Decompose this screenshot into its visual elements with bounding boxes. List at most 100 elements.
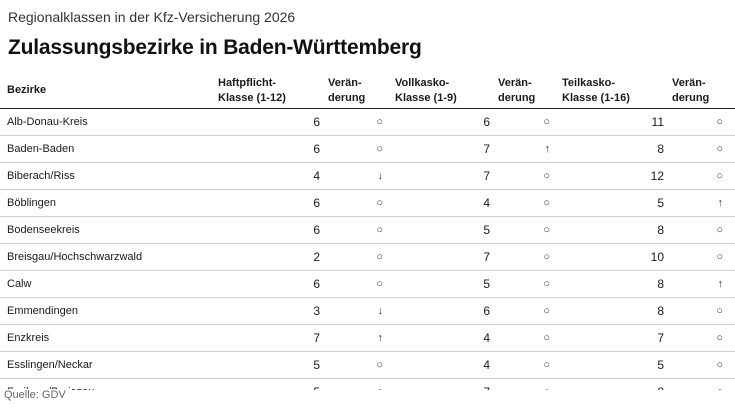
haftpflicht-cell: 6 — [218, 216, 328, 244]
bezirk-cell: Emmendingen — [0, 297, 218, 325]
change-cell: ↓ — [328, 297, 395, 325]
change-cell: ○ — [672, 108, 735, 136]
table-row: Bodenseekreis 6 ○ 5 ○ 8 ○ — [0, 216, 735, 244]
change-cell: ○ — [328, 378, 395, 390]
change-cell: ○ — [672, 216, 735, 244]
bezirk-cell: Esslingen/Neckar — [0, 351, 218, 379]
change-cell: ○ — [498, 243, 562, 271]
haftpflicht-cell: 6 — [218, 108, 328, 136]
teilkasko-cell: 7 — [562, 324, 672, 352]
change-cell: ○ — [498, 270, 562, 298]
table-row: Calw 6 ○ 5 ○ 8 ↑ — [0, 270, 735, 298]
table-row: Biberach/Riss 4 ↓ 7 ○ 12 ○ — [0, 162, 735, 190]
change-cell: ○ — [498, 216, 562, 244]
teilkasko-cell: 5 — [562, 189, 672, 217]
column-header-bezirke: Bezirke — [0, 72, 218, 109]
change-cell: ○ — [328, 108, 395, 136]
column-header-veraenderung-haftpflicht: Verän- derung — [328, 72, 395, 109]
vollkasko-cell: 4 — [395, 324, 498, 352]
bezirk-cell: Freiburg/Breisgau — [0, 378, 218, 390]
column-header-vollkasko: Vollkasko- Klasse (1-9) — [395, 72, 498, 109]
change-cell: ○ — [328, 189, 395, 217]
vollkasko-cell: 5 — [395, 216, 498, 244]
column-header-veraenderung-vollkasko: Verän- derung — [498, 72, 562, 109]
bezirk-cell: Bodenseekreis — [0, 216, 218, 244]
vollkasko-cell: 7 — [395, 135, 498, 163]
change-cell: ○ — [328, 216, 395, 244]
teilkasko-cell: 10 — [562, 243, 672, 271]
change-cell: ○ — [498, 324, 562, 352]
source-note: Quelle: GDV — [4, 389, 72, 401]
change-cell: ↑ — [672, 270, 735, 298]
column-header-haftpflicht: Haftpflicht- Klasse (1-12) — [218, 72, 328, 109]
change-cell: ○ — [672, 243, 735, 271]
teilkasko-cell: 8 — [562, 216, 672, 244]
change-cell: ○ — [672, 378, 735, 390]
bezirk-cell: Breisgau/Hochschwarzwald — [0, 243, 218, 271]
bezirk-cell: Calw — [0, 270, 218, 298]
table-row: Emmendingen 3 ↓ 6 ○ 8 ○ — [0, 297, 735, 325]
kicker: Regionalklassen in der Kfz-Versicherung … — [8, 9, 296, 25]
vollkasko-cell: 5 — [395, 270, 498, 298]
teilkasko-cell: 8 — [562, 270, 672, 298]
bezirk-cell: Enzkreis — [0, 324, 218, 352]
vollkasko-cell: 7 — [395, 162, 498, 190]
page-title: Zulassungsbezirke in Baden-Württemberg — [8, 36, 422, 59]
data-table: Bezirke Haftpflicht- Klasse (1-12) Verän… — [0, 72, 735, 390]
table-row: Baden-Baden 6 ○ 7 ↑ 8 ○ — [0, 135, 735, 163]
vollkasko-cell: 6 — [395, 297, 498, 325]
change-cell: ○ — [672, 162, 735, 190]
bezirk-cell: Alb-Donau-Kreis — [0, 108, 218, 136]
teilkasko-cell: 8 — [562, 378, 672, 390]
teilkasko-cell: 8 — [562, 135, 672, 163]
table-body: Alb-Donau-Kreis 6 ○ 6 ○ 11 ○ Baden-Baden 6 ○ 7 ↑ 8 ○ B… — [0, 108, 735, 390]
haftpflicht-cell: 3 — [218, 297, 328, 325]
bezirk-cell: Biberach/Riss — [0, 162, 218, 190]
bezirk-cell: Baden-Baden — [0, 135, 218, 163]
change-cell: ○ — [672, 351, 735, 379]
column-header-veraenderung-teilkasko: Verän- derung — [672, 72, 735, 109]
haftpflicht-cell: 4 — [218, 162, 328, 190]
teilkasko-cell: 11 — [562, 108, 672, 136]
haftpflicht-cell: 6 — [218, 189, 328, 217]
column-header-teilkasko: Teilkasko- Klasse (1-16) — [562, 72, 672, 109]
haftpflicht-cell: 6 — [218, 135, 328, 163]
table-row: Esslingen/Neckar 5 ○ 4 ○ 5 ○ — [0, 351, 735, 379]
table-row: Freiburg/Breisgau5○7○8○ — [0, 378, 735, 390]
change-cell: ○ — [498, 297, 562, 325]
teilkasko-cell: 12 — [562, 162, 672, 190]
table-row: Alb-Donau-Kreis 6 ○ 6 ○ 11 ○ — [0, 108, 735, 136]
change-cell: ↓ — [328, 162, 395, 190]
teilkasko-cell: 5 — [562, 351, 672, 379]
change-cell: ○ — [498, 189, 562, 217]
change-cell: ○ — [328, 351, 395, 379]
haftpflicht-cell: 7 — [218, 324, 328, 352]
change-cell: ○ — [328, 243, 395, 271]
change-cell: ↑ — [672, 189, 735, 217]
change-cell: ○ — [498, 162, 562, 190]
change-cell: ○ — [498, 351, 562, 379]
change-cell: ○ — [672, 297, 735, 325]
teilkasko-cell: 8 — [562, 297, 672, 325]
bezirk-cell: Böblingen — [0, 189, 218, 217]
change-cell: ○ — [498, 378, 562, 390]
vollkasko-cell: 7 — [395, 243, 498, 271]
haftpflicht-cell: 5 — [218, 378, 328, 390]
change-cell: ○ — [672, 324, 735, 352]
vollkasko-cell: 4 — [395, 351, 498, 379]
header-row: Bezirke Haftpflicht- Klasse (1-12) Verän… — [0, 72, 735, 109]
table-row: Breisgau/Hochschwarzwald 2 ○ 7 ○ 10 ○ — [0, 243, 735, 271]
change-cell: ↑ — [498, 135, 562, 163]
haftpflicht-cell: 2 — [218, 243, 328, 271]
table-container[interactable]: Bezirke Haftpflicht- Klasse (1-12) Verän… — [0, 72, 735, 390]
table-row: Böblingen 6 ○ 4 ○ 5 ↑ — [0, 189, 735, 217]
vollkasko-cell: 6 — [395, 108, 498, 136]
change-cell: ○ — [328, 135, 395, 163]
haftpflicht-cell: 6 — [218, 270, 328, 298]
haftpflicht-cell: 5 — [218, 351, 328, 379]
table-row: Enzkreis 7 ↑ 4 ○ 7 ○ — [0, 324, 735, 352]
change-cell: ↑ — [328, 324, 395, 352]
vollkasko-cell: 7 — [395, 378, 498, 390]
change-cell: ○ — [328, 270, 395, 298]
vollkasko-cell: 4 — [395, 189, 498, 217]
